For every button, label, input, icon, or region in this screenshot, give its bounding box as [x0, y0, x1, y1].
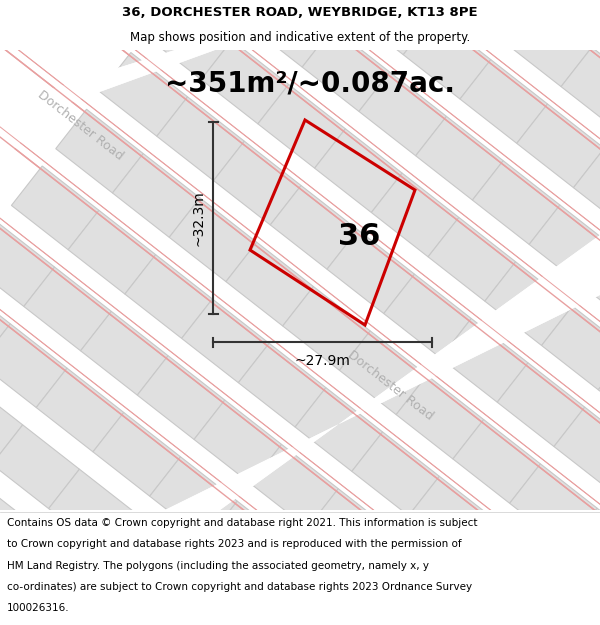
Polygon shape — [371, 173, 459, 257]
Polygon shape — [529, 205, 600, 289]
Polygon shape — [258, 84, 346, 168]
Polygon shape — [295, 388, 383, 471]
Text: Contains OS data © Crown copyright and database right 2021. This information is : Contains OS data © Crown copyright and d… — [7, 518, 478, 528]
Polygon shape — [283, 287, 370, 370]
Polygon shape — [554, 407, 600, 491]
Polygon shape — [485, 262, 572, 346]
Polygon shape — [68, 211, 155, 294]
Polygon shape — [145, 0, 232, 79]
Polygon shape — [428, 217, 515, 301]
Polygon shape — [566, 508, 600, 592]
Polygon shape — [49, 469, 136, 553]
Polygon shape — [466, 521, 553, 604]
Polygon shape — [327, 230, 415, 314]
Polygon shape — [409, 476, 496, 560]
Polygon shape — [440, 319, 528, 402]
Polygon shape — [245, 0, 333, 67]
Polygon shape — [125, 254, 212, 338]
Polygon shape — [384, 274, 471, 358]
Text: 36, DORCHESTER ROAD, WEYBRIDGE, KT13 8PE: 36, DORCHESTER ROAD, WEYBRIDGE, KT13 8PE — [122, 6, 478, 19]
Text: ~32.3m: ~32.3m — [191, 190, 205, 246]
Polygon shape — [453, 419, 541, 503]
Polygon shape — [416, 116, 503, 200]
Polygon shape — [517, 104, 600, 188]
Polygon shape — [4, 526, 92, 609]
Polygon shape — [137, 356, 225, 439]
Polygon shape — [598, 351, 600, 434]
Polygon shape — [308, 489, 395, 572]
Polygon shape — [497, 363, 585, 446]
Polygon shape — [206, 501, 294, 585]
Polygon shape — [157, 97, 244, 181]
Polygon shape — [169, 198, 257, 282]
Polygon shape — [0, 222, 55, 306]
Polygon shape — [302, 28, 390, 111]
Polygon shape — [0, 425, 79, 509]
Text: co-ordinates) are subject to Crown copyright and database rights 2023 Ordnance S: co-ordinates) are subject to Crown copyr… — [7, 582, 472, 592]
Polygon shape — [238, 343, 326, 427]
Text: ~351m²/~0.087ac.: ~351m²/~0.087ac. — [165, 70, 455, 98]
Text: Dorchester Road: Dorchester Road — [35, 88, 125, 162]
Text: 100026316.: 100026316. — [7, 603, 70, 613]
Polygon shape — [574, 148, 600, 232]
Polygon shape — [251, 444, 338, 528]
Polygon shape — [0, 324, 67, 408]
Polygon shape — [214, 141, 301, 225]
Polygon shape — [352, 432, 439, 516]
Text: Dorchester Road: Dorchester Road — [345, 348, 435, 423]
Polygon shape — [542, 306, 600, 390]
Polygon shape — [505, 3, 592, 87]
Polygon shape — [226, 242, 313, 326]
Polygon shape — [56, 109, 143, 193]
Polygon shape — [24, 267, 112, 351]
Polygon shape — [448, 0, 535, 42]
Text: ~27.9m: ~27.9m — [295, 354, 350, 368]
Polygon shape — [0, 279, 10, 363]
Text: to Crown copyright and database rights 2023 and is reproduced with the permissio: to Crown copyright and database rights 2… — [7, 539, 462, 549]
Polygon shape — [165, 235, 600, 510]
Polygon shape — [347, 0, 434, 55]
Polygon shape — [0, 482, 35, 566]
Polygon shape — [36, 368, 124, 452]
Polygon shape — [112, 154, 200, 238]
Polygon shape — [0, 381, 23, 464]
Polygon shape — [0, 50, 215, 165]
Polygon shape — [150, 457, 237, 541]
Text: HM Land Registry. The polygons (including the associated geometry, namely x, y: HM Land Registry. The polygons (includin… — [7, 561, 429, 571]
Polygon shape — [509, 464, 597, 548]
Polygon shape — [340, 331, 427, 414]
Polygon shape — [460, 59, 548, 143]
Polygon shape — [472, 161, 560, 244]
Polygon shape — [270, 186, 358, 269]
Text: Map shows position and indicative extent of the property.: Map shows position and indicative extent… — [130, 31, 470, 44]
Polygon shape — [194, 400, 281, 484]
Polygon shape — [106, 514, 193, 598]
Polygon shape — [586, 249, 600, 333]
Polygon shape — [0, 50, 215, 165]
Polygon shape — [359, 72, 446, 156]
Polygon shape — [165, 235, 600, 510]
Polygon shape — [396, 375, 484, 459]
Polygon shape — [561, 48, 600, 131]
Polygon shape — [403, 15, 491, 99]
Polygon shape — [93, 412, 181, 496]
Polygon shape — [11, 166, 99, 250]
Polygon shape — [182, 299, 269, 382]
Text: 36: 36 — [338, 222, 380, 251]
Polygon shape — [201, 40, 289, 124]
Polygon shape — [80, 311, 168, 395]
Polygon shape — [100, 52, 188, 136]
Polygon shape — [314, 129, 402, 213]
